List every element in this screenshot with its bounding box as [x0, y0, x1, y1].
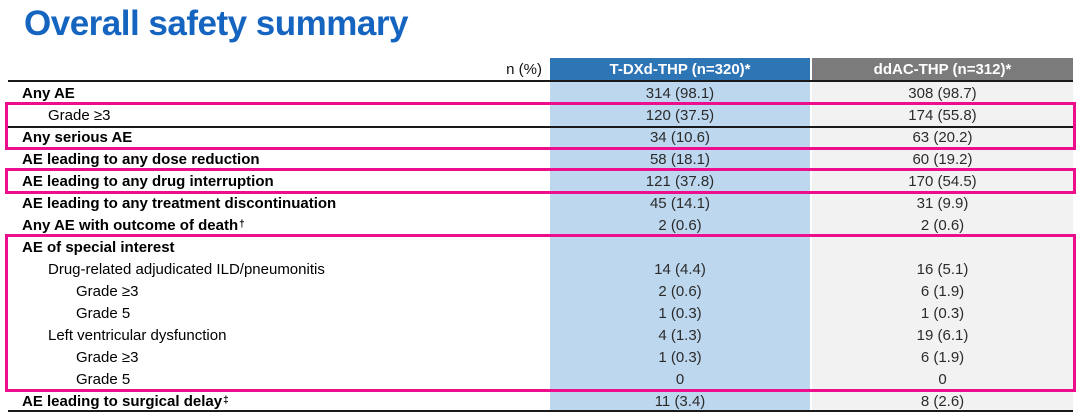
column-gap: [810, 58, 812, 80]
row-value-tdxd: 34 (10.6): [550, 126, 810, 148]
row-value-ddac: 308 (98.7): [812, 82, 1073, 104]
row-label: Drug-related adjudicated ILD/pneumonitis: [8, 258, 550, 280]
table-row-ild-pneumonitis: Drug-related adjudicated ILD/pneumonitis…: [8, 258, 1073, 280]
row-value-ddac: 170 (54.5): [812, 170, 1073, 192]
table-row-ild-grade-5: Grade 5 1 (0.3) 1 (0.3): [8, 302, 1073, 324]
row-value-tdxd: 58 (18.1): [550, 148, 810, 170]
table-row-ild-grade-ge3: Grade ≥3 2 (0.6) 6 (1.9): [8, 280, 1073, 302]
row-value-ddac: 6 (1.9): [812, 346, 1073, 368]
row-value-tdxd: 45 (14.1): [550, 192, 810, 214]
row-value-tdxd: 2 (0.6): [550, 214, 810, 236]
row-value-ddac: 60 (19.2): [812, 148, 1073, 170]
table-header-row: n (%) T-DXd-THP (n=320)* ddAC-THP (n=312…: [8, 58, 1073, 82]
safety-summary-table: n (%) T-DXd-THP (n=320)* ddAC-THP (n=312…: [5, 58, 1076, 412]
row-value-tdxd: 2 (0.6): [550, 280, 810, 302]
row-value-ddac: [812, 236, 1073, 258]
table-row-treatment-discontinuation: AE leading to any treatment discontinuat…: [8, 192, 1073, 214]
page-title: Overall safety summary: [24, 4, 408, 43]
column-header-tdxd-thp: T-DXd-THP (n=320)*: [550, 58, 810, 80]
row-label: AE leading to any dose reduction: [8, 148, 550, 170]
row-value-ddac: 16 (5.1): [812, 258, 1073, 280]
table-row-grade-ge3: Grade ≥3 120 (37.5) 174 (55.8): [8, 104, 1073, 126]
row-label: Left ventricular dysfunction: [8, 324, 550, 346]
row-label: Grade 5: [8, 368, 550, 390]
row-value-ddac: 8 (2.6): [812, 390, 1073, 412]
row-value-tdxd: 0: [550, 368, 810, 390]
table-row-surgical-delay: AE leading to surgical delay ‡ 11 (3.4) 8…: [8, 390, 1073, 412]
row-value-ddac: 174 (55.8): [812, 104, 1073, 126]
row-value-tdxd: 11 (3.4): [550, 390, 810, 412]
table-row-any-ae: Any AE 314 (98.1) 308 (98.7): [8, 82, 1073, 104]
row-value-ddac: 2 (0.6): [812, 214, 1073, 236]
row-label: AE leading to any treatment discontinuat…: [8, 192, 550, 214]
column-header-ddac-thp: ddAC-THP (n=312)*: [812, 58, 1073, 80]
row-value-tdxd: 121 (37.8): [550, 170, 810, 192]
row-value-tdxd: 120 (37.5): [550, 104, 810, 126]
row-value-tdxd: 4 (1.3): [550, 324, 810, 346]
row-label: Grade ≥3: [8, 280, 550, 302]
row-label: Grade ≥3: [8, 346, 550, 368]
row-label: Any AE with outcome of death †: [8, 214, 550, 236]
divider-line-serious-ae: [8, 126, 1073, 128]
row-value-ddac: 1 (0.3): [812, 302, 1073, 324]
table-row-lvd-grade-5: Grade 5 0 0: [8, 368, 1073, 390]
table-row-ae-special-interest: AE of special interest: [8, 236, 1073, 258]
row-value-ddac: 19 (6.1): [812, 324, 1073, 346]
row-label: AE leading to any drug interruption: [8, 170, 550, 192]
row-label: Any serious AE: [8, 126, 550, 148]
table-row-dose-reduction: AE leading to any dose reduction 58 (18.…: [8, 148, 1073, 170]
row-value-tdxd: [550, 236, 810, 258]
corner-label-n-percent: n (%): [506, 61, 542, 78]
row-value-ddac: 0: [812, 368, 1073, 390]
table-row-drug-interruption: AE leading to any drug interruption 121 …: [8, 170, 1073, 192]
table-row-lvd-grade-ge3: Grade ≥3 1 (0.3) 6 (1.9): [8, 346, 1073, 368]
row-label: AE leading to surgical delay ‡: [8, 390, 550, 412]
row-value-ddac: 63 (20.2): [812, 126, 1073, 148]
row-label: Grade 5: [8, 302, 550, 324]
table-row-outcome-of-death: Any AE with outcome of death † 2 (0.6) 2 …: [8, 214, 1073, 236]
table-bottom-border: [8, 410, 1073, 412]
row-value-tdxd: 14 (4.4): [550, 258, 810, 280]
row-value-ddac: 6 (1.9): [812, 280, 1073, 302]
row-value-tdxd: 1 (0.3): [550, 346, 810, 368]
row-label: AE of special interest: [8, 236, 550, 258]
row-value-tdxd: 1 (0.3): [550, 302, 810, 324]
table-row-any-serious-ae: Any serious AE 34 (10.6) 63 (20.2): [8, 126, 1073, 148]
row-label: Grade ≥3: [8, 104, 550, 126]
row-label: Any AE: [8, 82, 550, 104]
table-row-lv-dysfunction: Left ventricular dysfunction 4 (1.3) 19 …: [8, 324, 1073, 346]
row-value-ddac: 31 (9.9): [812, 192, 1073, 214]
row-value-tdxd: 314 (98.1): [550, 82, 810, 104]
